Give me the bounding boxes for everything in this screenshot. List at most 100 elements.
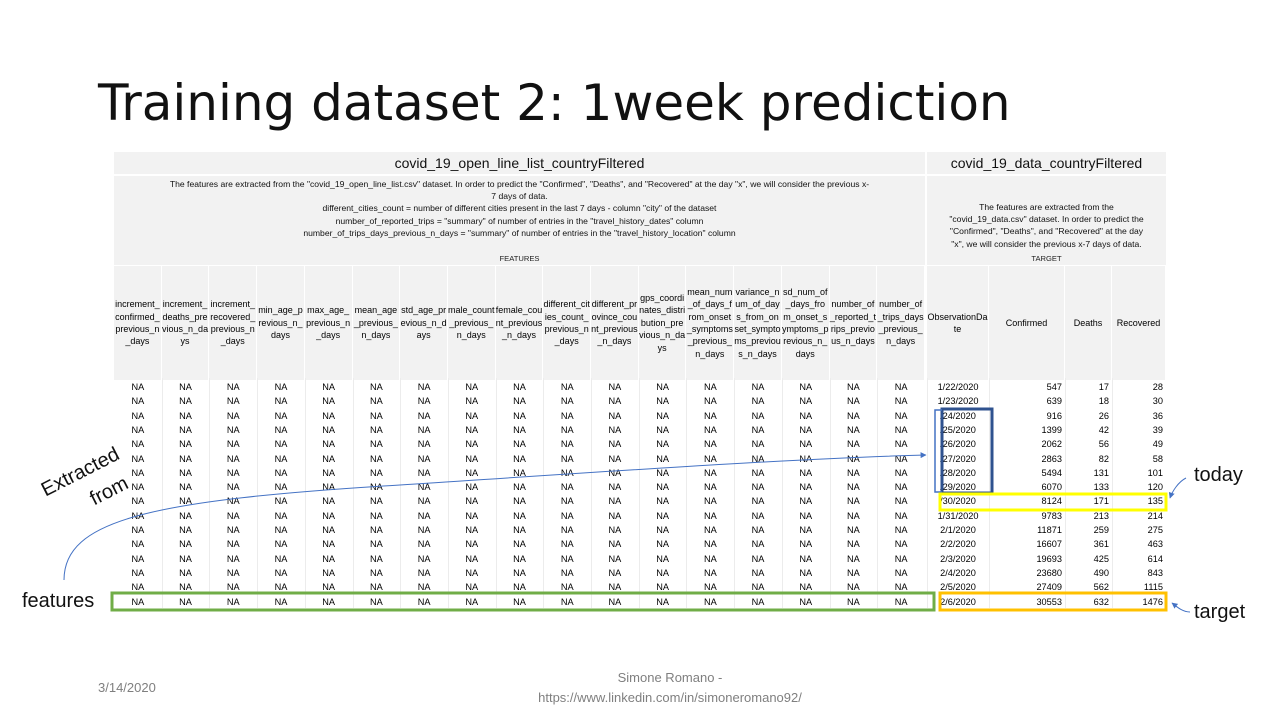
left-desc-line: number_of_reported_trips = "summary" of … <box>335 215 704 226</box>
na-cell: NA <box>608 453 622 464</box>
na-cell: NA <box>799 496 813 507</box>
na-cell: NA <box>751 596 765 607</box>
na-cell: NA <box>179 467 192 478</box>
na-cell: NA <box>179 496 192 507</box>
na-cell: NA <box>513 482 526 493</box>
deaths-cell: 133 <box>1093 482 1109 493</box>
na-cell: NA <box>656 396 669 407</box>
na-cell: NA <box>274 410 288 421</box>
na-cell: NA <box>608 539 622 550</box>
na-cell: NA <box>751 525 765 535</box>
feature-column-header: number_of_reported_trips_previous_n_days <box>829 266 878 380</box>
na-cell: NA <box>226 482 240 493</box>
na-cell: NA <box>369 496 383 507</box>
na-cell: NA <box>751 396 765 407</box>
na-cell: NA <box>703 525 717 535</box>
na-cell: NA <box>703 424 717 435</box>
recovered-cell: 101 <box>1147 467 1163 478</box>
footer-url: https://www.linkedin.com/in/simoneromano… <box>538 690 802 705</box>
na-cell: NA <box>417 510 431 521</box>
column-separator <box>400 378 402 608</box>
na-cell: NA <box>179 424 192 435</box>
na-cell: NA <box>274 396 288 407</box>
na-cell: NA <box>703 453 717 464</box>
observation-date-cell: /28/2020 <box>940 467 976 478</box>
na-cell: NA <box>608 439 622 450</box>
na-cell: NA <box>560 382 574 392</box>
column-separator <box>495 378 497 608</box>
target-column-header: Confirmed <box>989 266 1065 380</box>
na-cell: NA <box>656 539 669 550</box>
feature-column-header: male_count_previous_n_days <box>447 266 496 380</box>
right-desc-line: The features are extracted from the <box>979 202 1114 212</box>
footer-author: Simone Romano - <box>617 670 723 685</box>
na-cell: NA <box>751 553 765 564</box>
na-cell: NA <box>513 439 526 450</box>
na-cell: NA <box>847 596 860 607</box>
observation-date-cell: /30/2020 <box>940 496 976 507</box>
na-cell: NA <box>799 553 813 564</box>
na-cell: NA <box>226 539 240 550</box>
today-box <box>938 492 1168 512</box>
feature-column-header: number_of_trips_days_previous_n_days <box>877 266 925 380</box>
na-cell: NA <box>274 482 288 493</box>
na-cell: NA <box>131 439 145 450</box>
na-cell: NA <box>799 596 813 607</box>
na-cell: NA <box>656 453 669 464</box>
confirmed-cell: 11871 <box>1037 525 1062 535</box>
na-cell: NA <box>608 382 622 392</box>
na-cell: NA <box>417 424 431 435</box>
na-cell: NA <box>417 496 431 507</box>
na-cell: NA <box>226 596 240 607</box>
window-box <box>940 407 994 495</box>
today-label: today <box>1194 464 1243 486</box>
na-cell: NA <box>703 439 717 450</box>
na-cell: NA <box>751 567 765 578</box>
observation-date-cell: /27/2020 <box>940 453 976 464</box>
dataset-table: covid_19_open_line_list_countryFiltered … <box>114 152 1166 608</box>
na-cell: NA <box>894 553 908 564</box>
na-cell: NA <box>417 382 431 392</box>
na-cell: NA <box>274 582 288 593</box>
na-cell: NA <box>131 396 145 407</box>
deaths-cell: 632 <box>1093 596 1109 607</box>
slide-date: 3/14/2020 <box>98 680 156 695</box>
na-cell: NA <box>465 439 479 450</box>
na-cell: NA <box>513 382 526 392</box>
recovered-cell: 49 <box>1152 439 1163 450</box>
na-cell: NA <box>894 510 908 521</box>
na-cell: NA <box>179 453 192 464</box>
na-cell: NA <box>417 467 431 478</box>
na-cell: NA <box>513 410 526 421</box>
na-cell: NA <box>751 496 765 507</box>
na-cell: NA <box>131 410 145 421</box>
right-dataset-description: The features are extracted from the "covi… <box>927 176 1166 254</box>
observation-date-cell: 2/2/2020 <box>940 539 976 550</box>
na-cell: NA <box>322 410 336 421</box>
na-cell: NA <box>847 482 860 493</box>
na-cell: NA <box>226 496 240 507</box>
na-cell: NA <box>894 382 908 392</box>
na-cell: NA <box>274 467 288 478</box>
na-cell: NA <box>894 582 908 593</box>
na-cell: NA <box>847 467 860 478</box>
na-cell: NA <box>465 525 479 535</box>
na-cell: NA <box>656 382 669 392</box>
deaths-cell: 562 <box>1093 582 1109 593</box>
na-cell: NA <box>274 496 288 507</box>
na-cell: NA <box>465 482 479 493</box>
na-cell: NA <box>322 396 336 407</box>
na-cell: NA <box>703 410 717 421</box>
na-cell: NA <box>226 439 240 450</box>
na-cell: NA <box>274 553 288 564</box>
na-cell: NA <box>226 382 240 392</box>
na-cell: NA <box>751 439 765 450</box>
na-cell: NA <box>560 439 574 450</box>
na-cell: NA <box>417 410 431 421</box>
na-cell: NA <box>369 553 383 564</box>
na-cell: NA <box>751 424 765 435</box>
na-cell: NA <box>274 525 288 535</box>
na-cell: NA <box>417 482 431 493</box>
na-cell: NA <box>131 482 145 493</box>
na-cell: NA <box>513 525 526 535</box>
